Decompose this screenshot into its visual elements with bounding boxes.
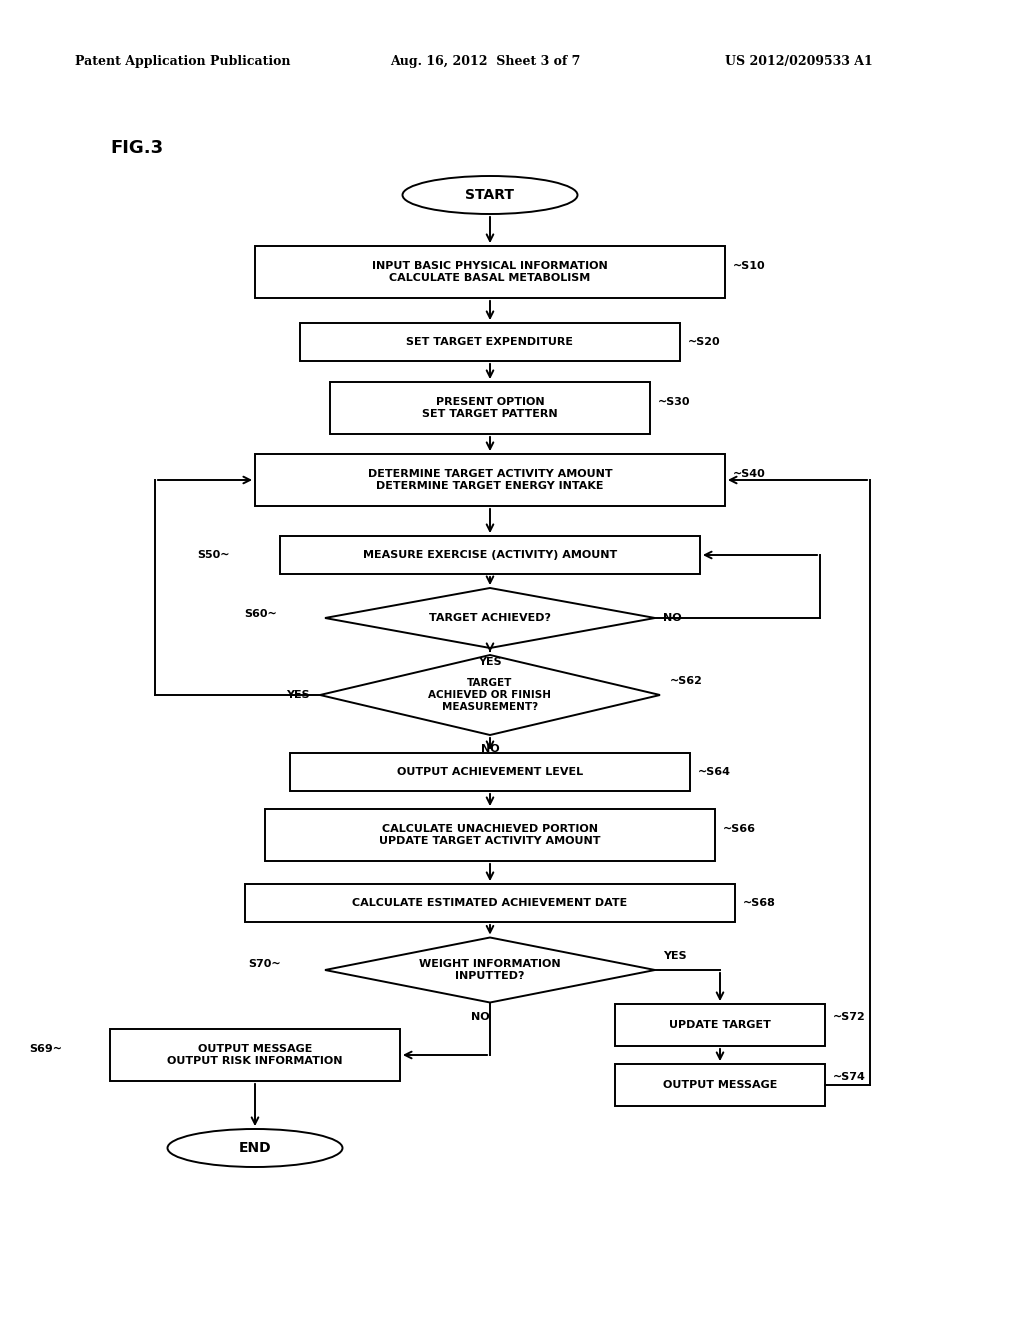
Text: CALCULATE ESTIMATED ACHIEVEMENT DATE: CALCULATE ESTIMATED ACHIEVEMENT DATE (352, 898, 628, 908)
Text: ~S66: ~S66 (723, 824, 756, 834)
Text: NO: NO (663, 612, 682, 623)
Text: S70~: S70~ (249, 960, 281, 969)
Text: WEIGHT INFORMATION
INPUTTED?: WEIGHT INFORMATION INPUTTED? (419, 958, 561, 981)
Text: YES: YES (287, 690, 310, 700)
Text: DETERMINE TARGET ACTIVITY AMOUNT
DETERMINE TARGET ENERGY INTAKE: DETERMINE TARGET ACTIVITY AMOUNT DETERMI… (368, 469, 612, 491)
Text: MEASURE EXERCISE (ACTIVITY) AMOUNT: MEASURE EXERCISE (ACTIVITY) AMOUNT (362, 550, 617, 560)
Text: Patent Application Publication: Patent Application Publication (75, 55, 291, 69)
Text: ~S64: ~S64 (698, 767, 731, 777)
Text: CALCULATE UNACHIEVED PORTION
UPDATE TARGET ACTIVITY AMOUNT: CALCULATE UNACHIEVED PORTION UPDATE TARG… (379, 824, 601, 846)
Text: TARGET
ACHIEVED OR FINISH
MEASUREMENT?: TARGET ACHIEVED OR FINISH MEASUREMENT? (428, 677, 552, 713)
Text: ~S62: ~S62 (670, 676, 702, 686)
Text: US 2012/0209533 A1: US 2012/0209533 A1 (725, 55, 872, 69)
Text: INPUT BASIC PHYSICAL INFORMATION
CALCULATE BASAL METABOLISM: INPUT BASIC PHYSICAL INFORMATION CALCULA… (372, 261, 608, 284)
Text: YES: YES (663, 950, 687, 961)
Text: TARGET ACHIEVED?: TARGET ACHIEVED? (429, 612, 551, 623)
Text: YES: YES (478, 657, 502, 667)
Text: OUTPUT ACHIEVEMENT LEVEL: OUTPUT ACHIEVEMENT LEVEL (397, 767, 583, 777)
Text: OUTPUT MESSAGE
OUTPUT RISK INFORMATION: OUTPUT MESSAGE OUTPUT RISK INFORMATION (167, 1044, 343, 1067)
Text: S60~: S60~ (245, 609, 278, 619)
Text: FIG.3: FIG.3 (110, 139, 163, 157)
Text: ~S72: ~S72 (833, 1012, 865, 1022)
Text: ~S10: ~S10 (733, 261, 766, 271)
Text: PRESENT OPTION
SET TARGET PATTERN: PRESENT OPTION SET TARGET PATTERN (422, 397, 558, 420)
Text: NO: NO (471, 1011, 489, 1022)
Text: ~S68: ~S68 (743, 898, 776, 908)
Text: UPDATE TARGET: UPDATE TARGET (669, 1020, 771, 1030)
Text: NO: NO (480, 744, 500, 754)
Text: START: START (466, 187, 514, 202)
Text: S50~: S50~ (198, 550, 230, 560)
Text: ~S74: ~S74 (833, 1072, 866, 1082)
Text: ~S30: ~S30 (658, 397, 690, 407)
Text: SET TARGET EXPENDITURE: SET TARGET EXPENDITURE (407, 337, 573, 347)
Text: ~S40: ~S40 (733, 469, 766, 479)
Text: Aug. 16, 2012  Sheet 3 of 7: Aug. 16, 2012 Sheet 3 of 7 (390, 55, 581, 69)
Text: S69~: S69~ (29, 1044, 62, 1053)
Text: OUTPUT MESSAGE: OUTPUT MESSAGE (663, 1080, 777, 1090)
Text: END: END (239, 1140, 271, 1155)
Text: ~S20: ~S20 (688, 337, 721, 347)
